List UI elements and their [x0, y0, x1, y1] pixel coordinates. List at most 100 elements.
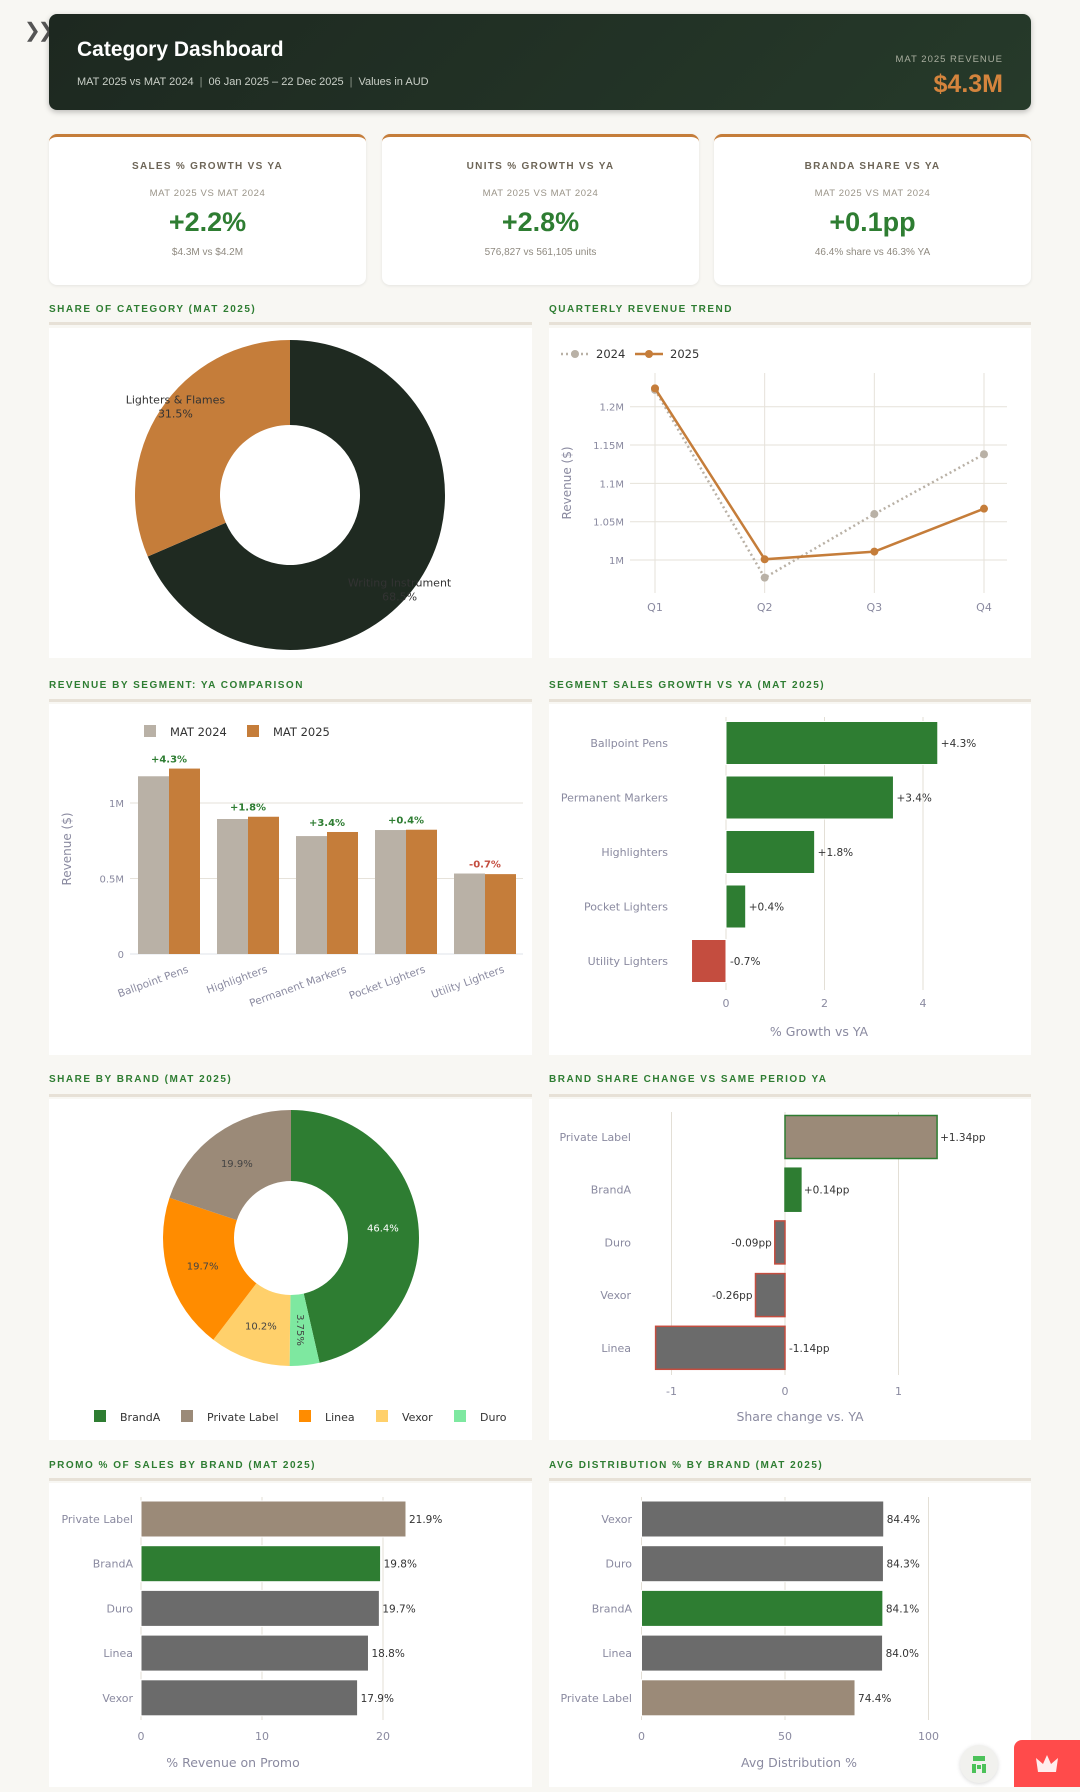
- legend-label[interactable]: Linea: [325, 1411, 355, 1424]
- y-tick-label: Private Label: [61, 1513, 133, 1526]
- x-tick-label: 100: [918, 1730, 939, 1743]
- bar-branda: [140, 1545, 382, 1583]
- growth-annotation: +0.4%: [388, 816, 424, 827]
- y-tick-label: Pocket Lighters: [584, 901, 668, 914]
- app-menu-button[interactable]: [1014, 1740, 1080, 1787]
- data-point: [760, 573, 769, 582]
- bar-mat-2024: [138, 776, 169, 954]
- x-tick-label: 0: [138, 1730, 145, 1743]
- divider: [49, 699, 532, 702]
- bar-duro: [641, 1545, 884, 1583]
- revenue-label: MAT 2025 REVENUE: [895, 54, 1003, 65]
- legend-label[interactable]: Duro: [480, 1411, 507, 1424]
- y-tick-label: BrandA: [592, 1602, 633, 1615]
- kpi-card-units-growth: UNITS % GROWTH VS YA MAT 2025 VS MAT 202…: [382, 134, 699, 285]
- bar-mat-2024: [454, 873, 485, 954]
- section-title: SEGMENT SALES GROWTH VS YA (MAT 2025): [549, 680, 826, 691]
- period-comparison: MAT 2025 vs MAT 2024: [77, 76, 194, 88]
- x-tick-label: 1: [895, 1385, 902, 1398]
- x-axis-title: Avg Distribution %: [741, 1755, 857, 1770]
- expand-sidebar-icon[interactable]: ❯❯: [24, 20, 54, 42]
- bar-branda: [784, 1167, 802, 1212]
- kpi-title: SALES % GROWTH VS YA: [131, 161, 284, 172]
- y-tick-label: Linea: [601, 1342, 631, 1355]
- data-point: [651, 384, 659, 393]
- bar-mat-2025: [485, 874, 516, 954]
- x-tick-label: Pocket Lighters: [348, 964, 427, 1003]
- y-axis-title: Revenue ($): [560, 446, 574, 519]
- bar-mat-2025: [248, 816, 279, 954]
- brand-share-change-chart: -1 0 1 Share change vs. YA Private Label +1.3…: [549, 1099, 1031, 1440]
- slice-value: 68.5%: [382, 591, 417, 604]
- bar-permanent-markers: [725, 775, 894, 820]
- x-tick-label: Utility Lighters: [430, 964, 506, 1002]
- legend-label[interactable]: MAT 2024: [170, 725, 227, 739]
- segment-growth-chart: 0 2 4 % Growth vs YA Ballpoint Pens +4.3% Perm…: [549, 704, 1031, 1055]
- bar-ballpoint-pens: [725, 721, 939, 765]
- bar-value-label: +3.4%: [896, 793, 931, 805]
- bar-value-label: 19.7%: [382, 1603, 415, 1615]
- x-axis-title: % Growth vs YA: [770, 1024, 869, 1039]
- legend-label[interactable]: Private Label: [207, 1411, 279, 1424]
- x-axis-title: Share change vs. YA: [736, 1409, 864, 1424]
- section-title: PROMO % OF SALES BY BRAND (MAT 2025): [49, 1460, 316, 1471]
- kpi-subtitle: MAT 2025 VS MAT 2024: [482, 188, 599, 199]
- section-title: QUARTERLY REVENUE TREND: [549, 304, 733, 315]
- data-point: [870, 510, 879, 519]
- bar-duro: [774, 1220, 786, 1265]
- pie-slice-linea: [163, 1197, 257, 1340]
- y-tick-label: 1.2M: [599, 403, 624, 414]
- distribution-chart: 0 50 100 Avg Distribution % Vexor 84.4% Duro 84…: [549, 1483, 1031, 1787]
- series-line-2024: [653, 389, 985, 580]
- bar-linea: [654, 1325, 786, 1371]
- slice-label: Lighters & Flames: [126, 393, 226, 406]
- bar-value-label: 84.4%: [887, 1514, 920, 1526]
- legend-swatch: [144, 725, 156, 737]
- section-title: SHARE BY BRAND (MAT 2025): [49, 1074, 233, 1085]
- legend-swatch: [376, 1410, 388, 1422]
- bar-linea: [641, 1634, 884, 1672]
- legend-label[interactable]: MAT 2025: [273, 725, 330, 739]
- x-tick-label: 2: [821, 997, 828, 1010]
- y-tick-label: Duro: [605, 1236, 632, 1249]
- series-line-2025: [653, 387, 985, 561]
- legend-marker: [571, 350, 579, 358]
- y-tick-label: 1.05M: [593, 518, 624, 529]
- x-tick-label: Highlighters: [205, 964, 269, 997]
- legend-label[interactable]: BrandA: [120, 1411, 161, 1424]
- bar-value-label: 84.1%: [886, 1603, 919, 1615]
- bar-mat-2024: [296, 836, 327, 954]
- legend-label[interactable]: 2025: [670, 347, 699, 361]
- data-point: [980, 450, 988, 459]
- growth-annotation: -0.7%: [469, 860, 501, 871]
- separator: |: [349, 76, 353, 88]
- legend-label[interactable]: Vexor: [402, 1411, 433, 1424]
- legend-swatch: [94, 1410, 106, 1422]
- divider: [549, 699, 1031, 702]
- bar-value-label: +0.4%: [749, 902, 784, 914]
- y-tick-label: Utility Lighters: [588, 955, 669, 968]
- x-tick-label: 0: [782, 1385, 789, 1398]
- y-tick-label: Ballpoint Pens: [590, 737, 668, 750]
- assistant-bot-button[interactable]: [960, 1745, 998, 1783]
- pie-slice-lighters-flames: [135, 340, 290, 557]
- bar-private-label: [641, 1679, 856, 1717]
- bar-value-label: 84.0%: [886, 1648, 919, 1660]
- pie-slice-private-label: [169, 1110, 291, 1221]
- growth-annotation: +1.8%: [230, 803, 266, 814]
- legend-marker: [645, 350, 653, 358]
- kpi-subtitle: MAT 2025 VS MAT 2024: [149, 188, 266, 199]
- y-tick-label: 1M: [609, 556, 624, 567]
- y-tick-label: 0.5M: [99, 875, 124, 886]
- y-tick-label: 1.15M: [593, 441, 624, 452]
- bar-value-label: +4.3%: [941, 738, 976, 750]
- revenue-by-segment-chart: 0 0.5M 1M Revenue ($) MAT 2024 MAT 2025 +4.3% B…: [49, 704, 532, 1055]
- y-tick-label: Linea: [602, 1647, 632, 1660]
- section-title: AVG DISTRIBUTION % BY BRAND (MAT 2025): [549, 1460, 824, 1471]
- bar-mat-2024: [375, 830, 406, 954]
- legend-label[interactable]: 2024: [596, 347, 625, 361]
- data-point: [980, 504, 988, 513]
- bar-value-label: 17.9%: [361, 1693, 394, 1705]
- divider: [49, 322, 532, 325]
- pie-slice-vexor: [213, 1283, 291, 1366]
